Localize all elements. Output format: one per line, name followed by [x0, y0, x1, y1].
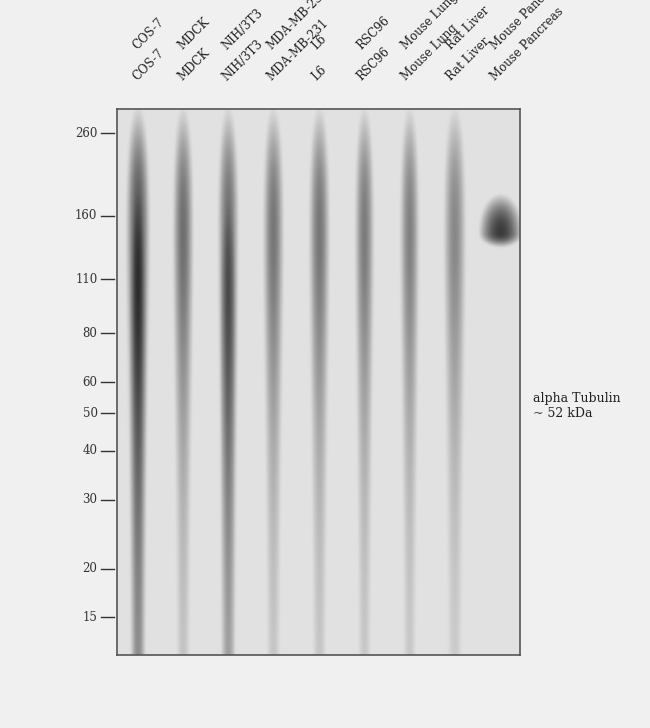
Text: 30: 30: [83, 494, 98, 506]
Text: MDA-MB-231: MDA-MB-231: [265, 16, 332, 83]
Text: 40: 40: [83, 445, 98, 457]
Text: Mouse Lung: Mouse Lung: [399, 0, 460, 52]
Text: COS-7: COS-7: [130, 15, 166, 52]
Text: COS-7: COS-7: [130, 47, 166, 83]
Text: 260: 260: [75, 127, 98, 140]
Text: alpha Tubulin
~ 52 kDa: alpha Tubulin ~ 52 kDa: [533, 392, 621, 421]
Text: Rat Liver: Rat Liver: [444, 35, 492, 83]
Text: Mouse Pancreas: Mouse Pancreas: [488, 5, 567, 83]
Text: RSC96: RSC96: [354, 45, 392, 83]
Text: 110: 110: [75, 273, 98, 286]
Text: L6: L6: [309, 32, 330, 52]
Text: L6: L6: [309, 63, 330, 83]
Text: 160: 160: [75, 210, 98, 222]
Text: 80: 80: [83, 327, 98, 340]
Text: MDA-MB-231: MDA-MB-231: [265, 0, 332, 52]
Text: NIH/3T3: NIH/3T3: [220, 6, 266, 52]
Text: Mouse Lung: Mouse Lung: [399, 22, 460, 83]
Text: NIH/3T3: NIH/3T3: [220, 37, 266, 83]
Text: 20: 20: [83, 562, 98, 575]
Text: MDCK: MDCK: [175, 15, 212, 52]
Text: RSC96: RSC96: [354, 14, 392, 52]
Text: 50: 50: [83, 407, 98, 419]
Text: Rat Liver: Rat Liver: [444, 4, 492, 52]
Text: 60: 60: [83, 376, 98, 389]
Text: 15: 15: [83, 611, 98, 624]
Text: MDCK: MDCK: [175, 46, 212, 83]
Text: Mouse Pancreas: Mouse Pancreas: [488, 0, 567, 52]
